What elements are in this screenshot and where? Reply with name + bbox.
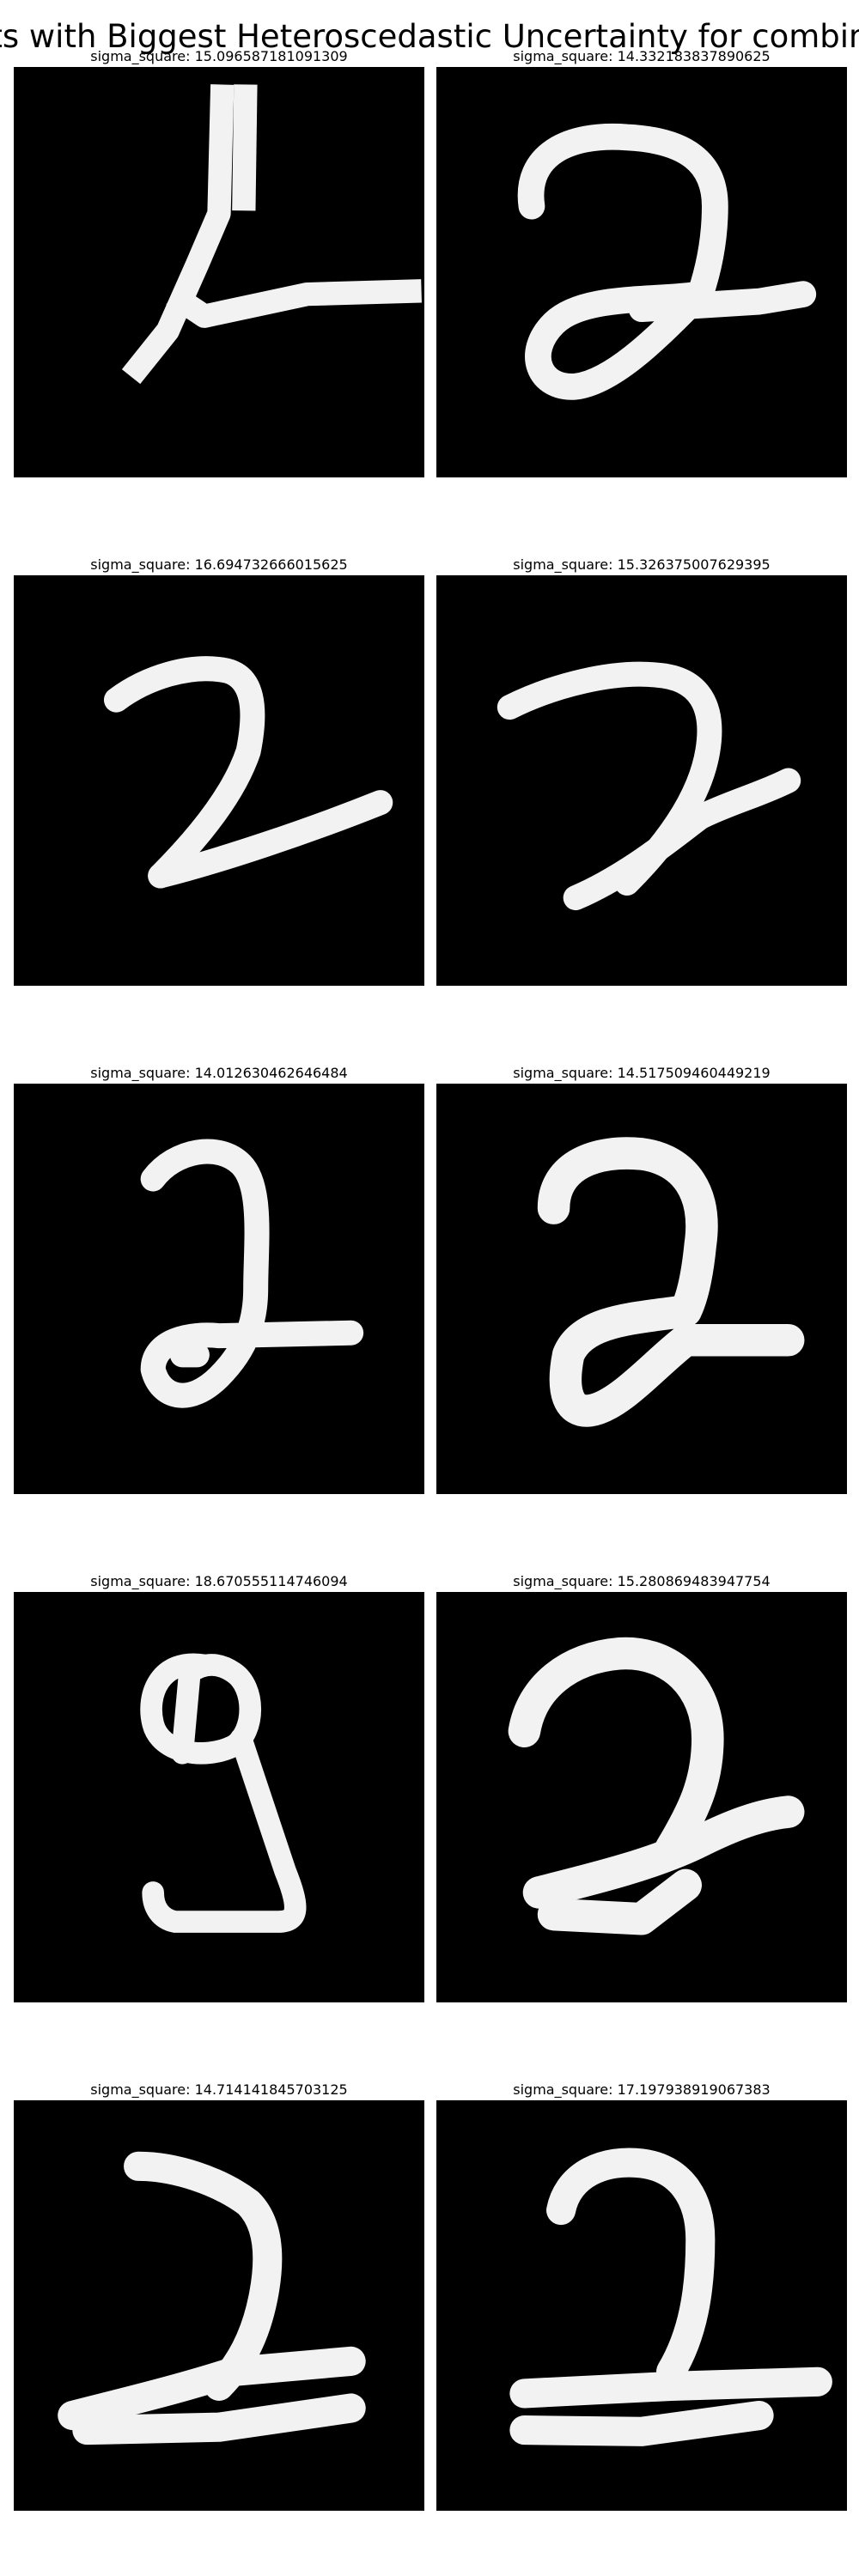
- digit-image: [14, 67, 424, 477]
- panel-title: sigma_square: 14.332183837890625: [513, 48, 771, 64]
- panel-title: sigma_square: 17.197938919067383: [513, 2081, 771, 2098]
- digit-image: [436, 575, 847, 986]
- panel-title: sigma_square: 15.326375007629395: [513, 556, 771, 573]
- digit-image: [14, 1592, 424, 2002]
- panel-title: sigma_square: 15.280869483947754: [513, 1573, 771, 1589]
- digit-image: [436, 67, 847, 477]
- figure-title: ots with Biggest Heteroscedastic Uncerta…: [0, 18, 859, 55]
- digit-image: [436, 2100, 847, 2511]
- digit-image: [436, 1592, 847, 2002]
- digit-image: [14, 1084, 424, 1494]
- panel-title: sigma_square: 14.714141845703125: [90, 2081, 348, 2098]
- panel-title: sigma_square: 14.517509460449219: [513, 1065, 771, 1081]
- panel-title: sigma_square: 15.096587181091309: [90, 48, 348, 64]
- digit-image: [436, 1084, 847, 1494]
- panel-title: sigma_square: 16.694732666015625: [90, 556, 348, 573]
- digit-image: [14, 2100, 424, 2511]
- panel-title: sigma_square: 18.670555114746094: [90, 1573, 348, 1589]
- digit-image: [14, 575, 424, 986]
- panel-title: sigma_square: 14.012630462646484: [90, 1065, 348, 1081]
